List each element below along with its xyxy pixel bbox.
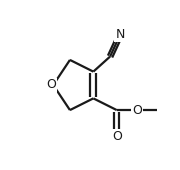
Text: O: O — [112, 130, 122, 143]
Text: O: O — [132, 104, 142, 117]
Text: O: O — [47, 79, 57, 91]
Text: N: N — [115, 28, 125, 41]
